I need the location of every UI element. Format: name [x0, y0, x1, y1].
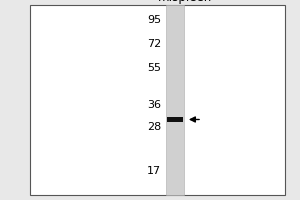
- Text: 28: 28: [147, 122, 161, 132]
- Bar: [30, 5, 285, 195]
- Text: 95: 95: [147, 15, 161, 25]
- Bar: [166, 5, 184, 195]
- Text: 17: 17: [147, 166, 161, 176]
- Text: 72: 72: [147, 39, 161, 49]
- Bar: [167, 117, 183, 122]
- Text: 36: 36: [147, 100, 161, 110]
- Text: m.spleen: m.spleen: [158, 0, 212, 4]
- Text: 55: 55: [147, 63, 161, 73]
